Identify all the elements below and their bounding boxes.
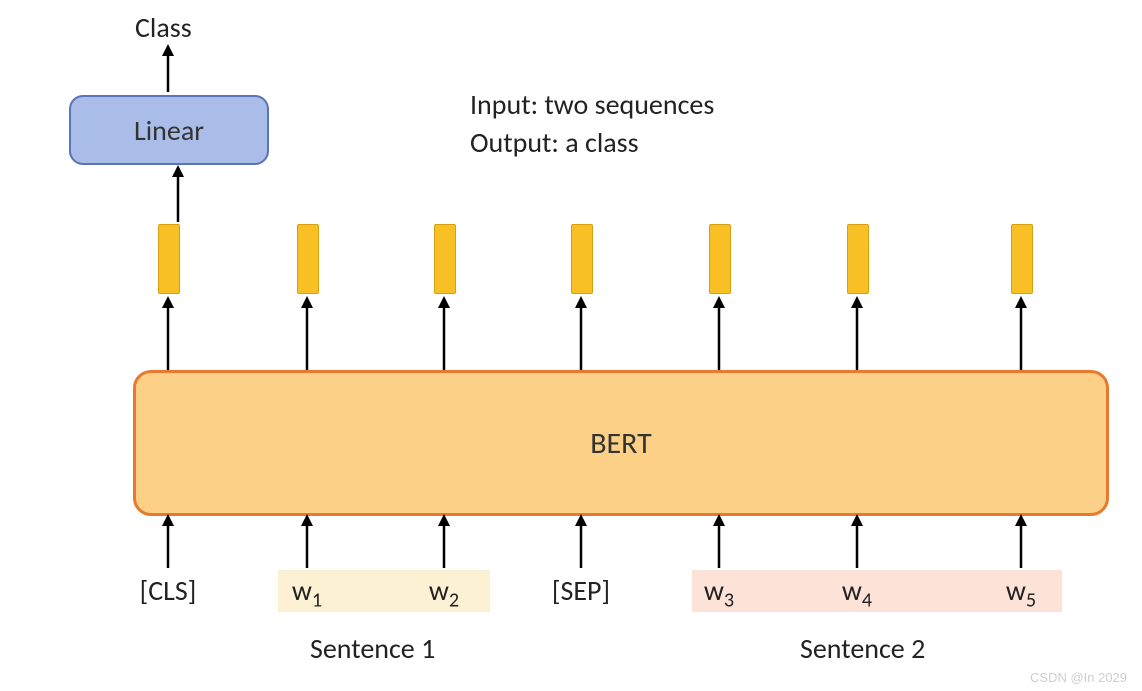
- input-token-4: w3: [699, 573, 739, 613]
- desc-line1: Input: two sequences: [470, 86, 714, 124]
- arrow-bert-out-6: [1009, 296, 1033, 370]
- arrow-class: [156, 44, 180, 92]
- arrow-linear-in: [166, 165, 190, 222]
- input-token-1: w1: [287, 573, 327, 613]
- arrow-bert-in-1: [295, 514, 319, 568]
- linear-label: Linear: [134, 113, 204, 148]
- arrow-bert-out-2: [432, 296, 456, 370]
- linear-box: Linear: [69, 95, 269, 165]
- input-token-0: [CLS]: [128, 573, 208, 608]
- input-token-2: w2: [424, 573, 464, 613]
- arrow-bert-in-3: [569, 514, 593, 568]
- output-token-3: [571, 224, 593, 294]
- class-label: Class: [135, 10, 192, 45]
- arrow-bert-out-4: [707, 296, 731, 370]
- output-token-5: [847, 224, 869, 294]
- output-token-0: [158, 224, 180, 294]
- sentence1-label: Sentence 1: [310, 631, 435, 666]
- description-text: Input: two sequences Output: a class: [470, 86, 714, 162]
- diagram-canvas: Class Linear Input: two sequences Output…: [0, 0, 1142, 691]
- input-token-6: w5: [1001, 573, 1041, 613]
- output-token-6: [1011, 224, 1033, 294]
- output-token-2: [434, 224, 456, 294]
- watermark: CSDN @In 2029: [1030, 670, 1127, 685]
- arrow-bert-out-3: [569, 296, 593, 370]
- arrow-bert-in-2: [432, 514, 456, 568]
- bert-box: BERT: [133, 370, 1109, 516]
- arrow-bert-in-6: [1009, 514, 1033, 568]
- output-token-1: [297, 224, 319, 294]
- arrow-bert-in-0: [156, 514, 180, 568]
- desc-line2: Output: a class: [470, 124, 714, 162]
- bert-label: BERT: [590, 425, 652, 462]
- sentence2-label: Sentence 2: [800, 631, 925, 666]
- arrow-bert-out-5: [845, 296, 869, 370]
- arrow-bert-out-1: [295, 296, 319, 370]
- output-token-4: [709, 224, 731, 294]
- arrow-bert-in-5: [845, 514, 869, 568]
- arrow-bert-in-4: [707, 514, 731, 568]
- input-token-3: [SEP]: [541, 573, 621, 608]
- arrow-bert-out-0: [156, 296, 180, 370]
- input-token-5: w4: [837, 573, 877, 613]
